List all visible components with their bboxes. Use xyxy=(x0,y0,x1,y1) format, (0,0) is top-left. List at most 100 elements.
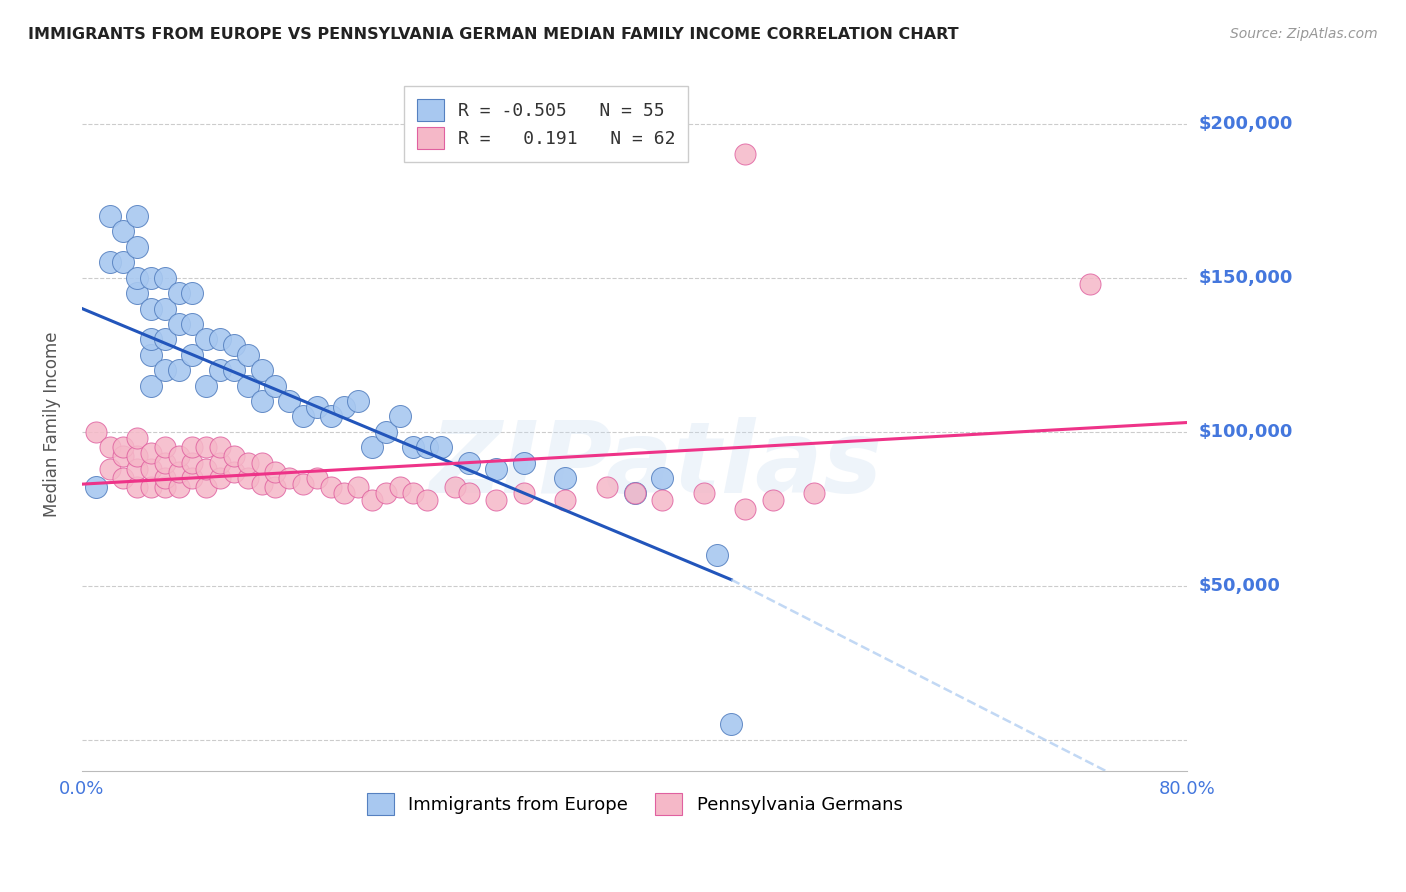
Point xyxy=(236,348,259,362)
Point xyxy=(127,461,149,475)
Point xyxy=(278,394,301,409)
Point xyxy=(127,240,149,254)
Point xyxy=(153,332,176,346)
Point xyxy=(195,461,218,475)
Point xyxy=(195,440,218,454)
Point xyxy=(153,471,176,485)
Point xyxy=(333,400,356,414)
Text: Source: ZipAtlas.com: Source: ZipAtlas.com xyxy=(1230,27,1378,41)
Point xyxy=(139,348,162,362)
Point xyxy=(278,471,301,485)
Y-axis label: Median Family Income: Median Family Income xyxy=(44,331,60,516)
Point xyxy=(112,225,135,239)
Point xyxy=(250,363,273,377)
Point xyxy=(388,480,411,494)
Point xyxy=(374,425,396,439)
Point xyxy=(153,480,176,494)
Point xyxy=(181,317,204,331)
Point xyxy=(153,301,176,316)
Point xyxy=(706,548,728,562)
Point xyxy=(181,440,204,454)
Point xyxy=(195,332,218,346)
Point xyxy=(1080,277,1102,291)
Point xyxy=(209,363,232,377)
Point xyxy=(651,492,673,507)
Point xyxy=(291,409,314,424)
Point xyxy=(139,461,162,475)
Point xyxy=(181,471,204,485)
Point xyxy=(127,480,149,494)
Point xyxy=(388,409,411,424)
Point xyxy=(167,317,190,331)
Point xyxy=(513,456,536,470)
Point xyxy=(361,492,384,507)
Point xyxy=(181,456,204,470)
Point xyxy=(153,456,176,470)
Text: ZIPatlas: ZIPatlas xyxy=(430,417,883,514)
Point xyxy=(127,431,149,445)
Point xyxy=(195,378,218,392)
Point xyxy=(222,465,245,479)
Point xyxy=(803,486,825,500)
Point xyxy=(554,471,576,485)
Point xyxy=(167,450,190,464)
Point xyxy=(236,456,259,470)
Point xyxy=(734,147,756,161)
Point xyxy=(361,440,384,454)
Point xyxy=(139,378,162,392)
Point xyxy=(513,486,536,500)
Point xyxy=(250,477,273,491)
Point xyxy=(457,456,479,470)
Point xyxy=(347,394,370,409)
Text: $100,000: $100,000 xyxy=(1198,423,1292,441)
Point xyxy=(167,363,190,377)
Point xyxy=(485,461,508,475)
Point xyxy=(305,400,328,414)
Point xyxy=(222,450,245,464)
Point xyxy=(167,465,190,479)
Point xyxy=(209,456,232,470)
Point xyxy=(554,492,576,507)
Point xyxy=(762,492,785,507)
Point xyxy=(457,486,479,500)
Point xyxy=(209,471,232,485)
Point xyxy=(430,440,453,454)
Point xyxy=(222,338,245,352)
Point xyxy=(127,270,149,285)
Point xyxy=(291,477,314,491)
Point xyxy=(485,492,508,507)
Point xyxy=(98,440,121,454)
Point xyxy=(153,440,176,454)
Point xyxy=(127,286,149,301)
Point xyxy=(84,425,107,439)
Point xyxy=(139,332,162,346)
Point xyxy=(236,378,259,392)
Point xyxy=(264,465,287,479)
Point xyxy=(596,480,619,494)
Point xyxy=(127,209,149,223)
Text: $200,000: $200,000 xyxy=(1198,115,1292,133)
Point xyxy=(153,270,176,285)
Point xyxy=(250,394,273,409)
Point xyxy=(181,348,204,362)
Point xyxy=(181,286,204,301)
Point xyxy=(651,471,673,485)
Point xyxy=(236,471,259,485)
Point xyxy=(319,409,342,424)
Point xyxy=(84,480,107,494)
Point xyxy=(319,480,342,494)
Point xyxy=(264,480,287,494)
Point xyxy=(127,450,149,464)
Point xyxy=(167,286,190,301)
Point xyxy=(623,486,645,500)
Point xyxy=(112,450,135,464)
Text: $50,000: $50,000 xyxy=(1198,577,1279,595)
Point xyxy=(153,363,176,377)
Point xyxy=(98,255,121,269)
Point xyxy=(195,480,218,494)
Point xyxy=(416,440,439,454)
Point xyxy=(112,471,135,485)
Point xyxy=(402,440,425,454)
Point xyxy=(720,717,742,731)
Point xyxy=(623,486,645,500)
